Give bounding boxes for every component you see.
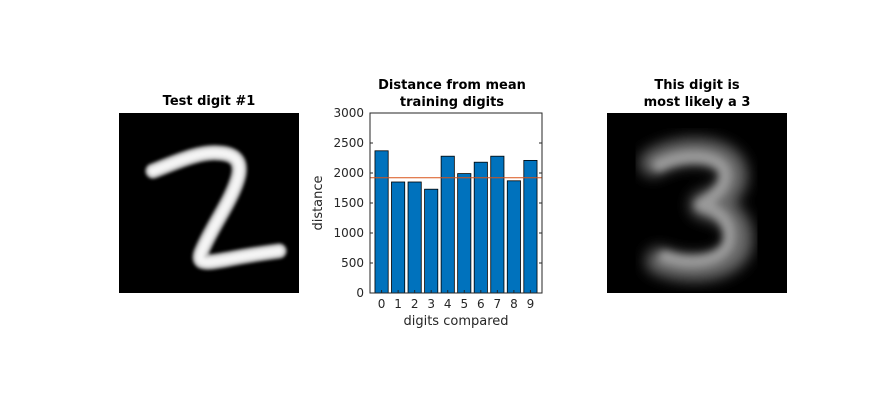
x-tick-label: 7 xyxy=(494,297,502,311)
bar-5 xyxy=(457,173,472,294)
y-tick-label: 500 xyxy=(341,256,364,270)
bar-1 xyxy=(391,181,406,294)
test-digit-image xyxy=(119,113,299,293)
bar-7 xyxy=(490,155,505,294)
bar-3 xyxy=(424,188,439,294)
bar-4 xyxy=(440,155,455,294)
y-tick-label: 0 xyxy=(356,286,364,300)
x-tick-label: 1 xyxy=(394,297,402,311)
x-tick-label: 4 xyxy=(444,297,452,311)
x-tick-label: 0 xyxy=(378,297,386,311)
x-tick-label: 3 xyxy=(427,297,435,311)
bar-6 xyxy=(473,161,488,294)
chart-title: Distance from mean training digits xyxy=(378,78,526,110)
mean-digit-image xyxy=(607,113,787,293)
y-tick-label: 1500 xyxy=(333,196,364,210)
x-tick-label: 5 xyxy=(460,297,468,311)
x-tick-label: 2 xyxy=(411,297,419,311)
right-panel-title: This digit is most likely a 3 xyxy=(643,78,751,110)
bar-9 xyxy=(523,159,538,294)
bar-8 xyxy=(506,180,521,294)
x-tick-label: 9 xyxy=(527,297,535,311)
y-tick-label: 3000 xyxy=(333,106,364,120)
y-tick-label: 1000 xyxy=(333,226,364,240)
y-axis-label: distance xyxy=(311,175,326,230)
bar-0 xyxy=(374,150,389,294)
y-tick-label: 2000 xyxy=(333,166,364,180)
x-tick-label: 6 xyxy=(477,297,485,311)
x-tick-label: 8 xyxy=(510,297,518,311)
bar-2 xyxy=(407,181,422,294)
y-tick-label: 2500 xyxy=(333,136,364,150)
left-panel-title: Test digit #1 xyxy=(162,94,256,109)
x-axis-label: digits compared xyxy=(403,314,508,329)
